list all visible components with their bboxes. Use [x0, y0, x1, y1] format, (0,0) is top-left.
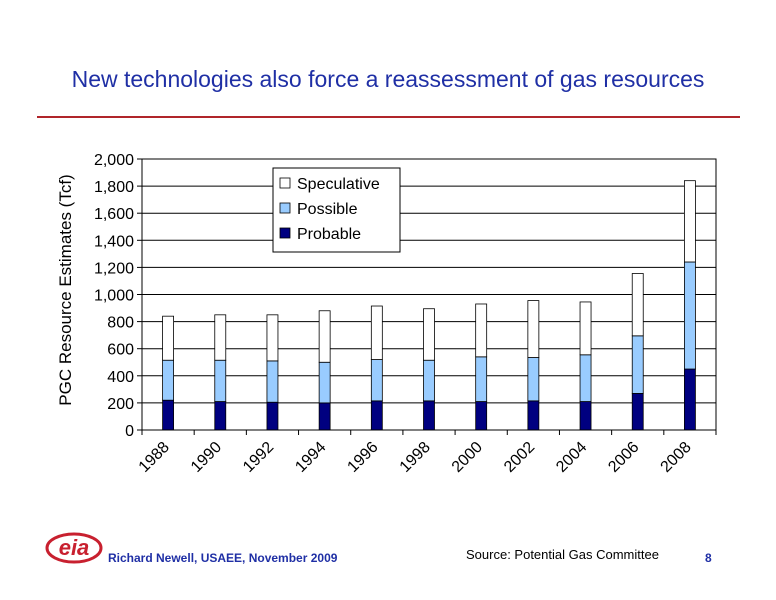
y-tick-label: 2,000 — [94, 152, 134, 169]
bar-speculative-2006 — [631, 273, 644, 337]
bar-possible-2004 — [579, 354, 592, 402]
bar-possible-2002 — [527, 357, 540, 402]
axes — [137, 158, 717, 435]
y-tick-label: 800 — [107, 315, 134, 332]
bar-series — [162, 180, 696, 431]
x-tick-label: 1994 — [292, 439, 329, 476]
bar-speculative-2000 — [475, 303, 488, 358]
bar-speculative-1990 — [214, 314, 227, 361]
x-tick-label: 2004 — [553, 439, 590, 476]
bar-possible-1994 — [318, 361, 331, 404]
y-tick-labels: 0 200 400 600 800 1,000 1,200 1,400 1,600 1,800 2,… — [94, 152, 134, 440]
x-tick-label: 1998 — [397, 439, 434, 476]
bar-possible-1992 — [266, 360, 279, 403]
y-tick-label: 1,000 — [94, 288, 134, 305]
x-tick-label: 2002 — [501, 439, 538, 476]
bar-probable-2006 — [631, 393, 644, 431]
bar-possible-1990 — [214, 359, 227, 402]
bar-probable-2002 — [527, 400, 540, 431]
eia-logo: eia — [45, 532, 103, 564]
y-tick-label: 1,400 — [94, 233, 134, 250]
bar-probable-1992 — [266, 401, 279, 431]
x-tick-label: 1992 — [240, 439, 277, 476]
x-tick-label: 1988 — [136, 439, 173, 476]
bar-speculative-1994 — [318, 310, 331, 363]
bar-probable-1988 — [162, 399, 174, 431]
slide-title: New technologies also force a reassessme… — [71, 66, 705, 92]
y-tick-label: 1,800 — [94, 179, 134, 196]
bar-speculative-1988 — [162, 315, 174, 361]
legend-label-possible: Possible — [297, 201, 358, 218]
x-tick-label: 1996 — [344, 439, 381, 476]
svg-text:eia: eia — [59, 535, 90, 560]
bar-probable-1996 — [370, 400, 383, 431]
bar-speculative-2008 — [684, 180, 696, 263]
legend-swatch-possible — [279, 202, 291, 214]
page-number: 8 — [705, 551, 712, 565]
bar-probable-1998 — [423, 400, 435, 431]
bar-speculative-2002 — [527, 300, 540, 358]
bar-probable-2004 — [579, 401, 592, 431]
y-axis-label: PGC Resource Estimates (Tcf) — [56, 174, 75, 405]
bar-probable-2000 — [475, 401, 488, 431]
bar-possible-2000 — [475, 356, 488, 402]
x-tick-label: 2008 — [658, 439, 695, 476]
bar-probable-2008 — [684, 368, 696, 431]
y-tick-label: 1,200 — [94, 260, 134, 277]
bar-possible-1998 — [423, 359, 435, 402]
bar-probable-1994 — [318, 402, 331, 431]
y-tick-label: 0 — [125, 423, 134, 440]
legend: Speculative Possible Probable — [272, 167, 401, 253]
bar-speculative-1998 — [423, 308, 435, 361]
bar-speculative-1992 — [266, 314, 279, 362]
legend-swatch-speculative — [279, 177, 291, 189]
legend-box — [272, 167, 401, 253]
x-tick-label: 2006 — [605, 439, 642, 476]
y-tick-label: 1,600 — [94, 206, 134, 223]
x-tick-label: 1990 — [188, 439, 225, 476]
x-tick-label: 2000 — [449, 439, 486, 476]
legend-label-speculative: Speculative — [297, 176, 380, 193]
bar-possible-1996 — [370, 359, 383, 402]
y-tick-label: 400 — [107, 369, 134, 386]
y-tick-label: 600 — [107, 342, 134, 359]
legend-label-probable: Probable — [297, 226, 361, 243]
footer-source: Source: Potential Gas Committee — [466, 547, 659, 562]
title-divider — [37, 116, 740, 118]
y-tick-label: 200 — [107, 396, 134, 413]
gridlines — [142, 185, 716, 404]
footer-author: Richard Newell, USAEE, November 2009 — [108, 551, 338, 565]
bar-probable-1990 — [214, 401, 227, 431]
legend-swatch-probable — [279, 227, 291, 239]
bar-possible-1988 — [162, 359, 174, 401]
bar-speculative-1996 — [370, 305, 383, 360]
bar-possible-2006 — [631, 335, 644, 394]
bar-speculative-2004 — [579, 301, 592, 356]
bar-possible-2008 — [684, 261, 696, 370]
x-tick-labels: 1988 1990 1992 1994 1996 1998 2000 2002 2004 2006… — [136, 439, 695, 476]
